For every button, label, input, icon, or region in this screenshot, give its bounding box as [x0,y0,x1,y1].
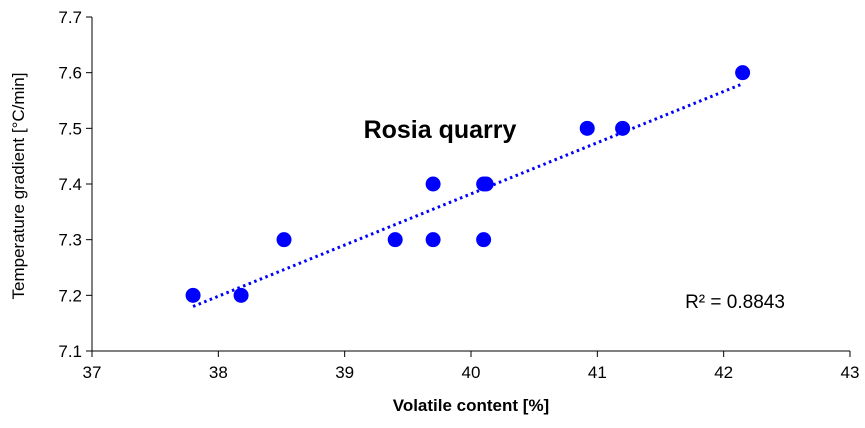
y-tick-label: 7.2 [58,286,82,305]
x-tick-label: 39 [335,363,354,382]
data-point [276,232,292,248]
chart-text: Rosia quarry R² = 0.8843 Volatile conten… [9,73,785,415]
data-point [476,232,492,248]
chart-title: Rosia quarry [364,116,517,144]
data-point [185,287,201,303]
y-tick-label: 7.5 [58,119,82,138]
data-point [425,232,441,248]
x-tick-label: 41 [588,363,607,382]
trendline-group [192,82,744,308]
data-point [615,120,631,136]
data-point [579,120,595,136]
r-squared-label: R² = 0.8843 [685,292,785,313]
y-tick-label: 7.6 [58,64,82,83]
y-axis-title: Temperature gradient [°C/min] [9,73,28,300]
x-tick-label: 37 [83,363,102,382]
data-point [233,287,249,303]
x-tick-label: 42 [714,363,733,382]
y-tick-label: 7.4 [58,175,82,194]
x-axis-title: Volatile content [%] [393,396,549,415]
data-points [185,65,751,303]
data-point [387,232,403,248]
trendline [192,82,744,308]
x-tick-label: 38 [209,363,228,382]
data-point [478,176,494,192]
y-tick-label: 7.7 [58,8,82,27]
x-tick-label: 43 [841,363,860,382]
data-point [425,176,441,192]
x-tick-label: 40 [462,363,481,382]
axes: 7.1 7.2 7.3 7.4 7.5 7.6 7.7 37 38 39 40 41 42 43 [58,8,859,382]
data-point [735,65,751,81]
y-tick-label: 7.1 [58,342,82,361]
y-tick-label: 7.3 [58,231,82,250]
